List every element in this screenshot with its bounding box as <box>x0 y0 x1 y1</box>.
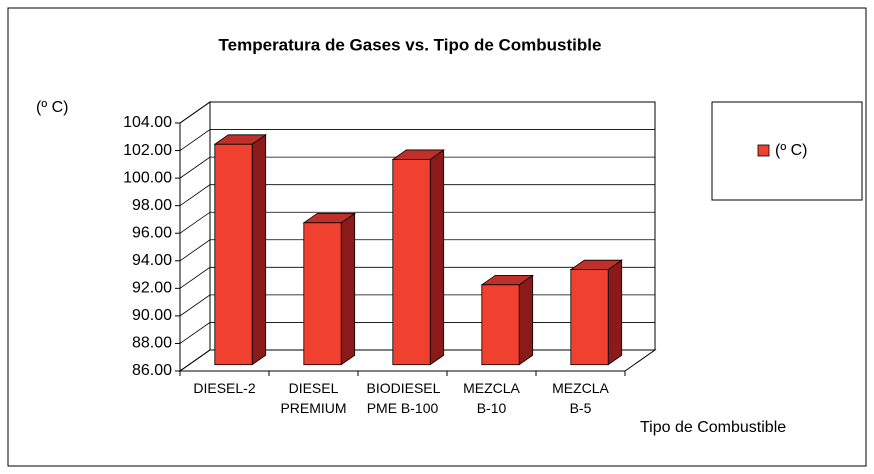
grid-line <box>179 101 655 124</box>
y-tick-label: 92.00 <box>132 280 172 297</box>
y-tick-label: 86.00 <box>132 362 172 379</box>
y-tick-label: 94.00 <box>132 252 172 269</box>
grid-line <box>179 266 655 289</box>
y-tick-label: 90.00 <box>132 307 172 324</box>
y-tick-label: 104.00 <box>123 114 172 131</box>
grid-line <box>179 184 655 206</box>
legend-label: (º C) <box>775 142 808 159</box>
x-tick-label: DIESEL PREMIUM <box>280 380 347 416</box>
bar-side <box>429 149 445 366</box>
x-tick-label: DIESEL-2 <box>193 380 256 396</box>
y-tick-label: 88.00 <box>132 335 172 352</box>
x-tick-label: MEZCLA B-5 <box>552 380 609 416</box>
y-tick-label: 96.00 <box>132 224 172 241</box>
side-wall <box>179 101 211 372</box>
bar-side <box>518 274 534 366</box>
y-tick-label: 100.00 <box>123 169 172 186</box>
grid-line <box>179 129 655 151</box>
grid-line <box>179 156 655 179</box>
grid-line <box>179 211 655 234</box>
bar <box>303 222 342 366</box>
bar <box>570 269 609 366</box>
bar <box>392 159 431 366</box>
legend-swatch <box>757 144 770 157</box>
bar <box>481 284 520 366</box>
x-tick-label: BIODIESEL PME B-100 <box>366 380 441 416</box>
legend-box <box>711 101 863 201</box>
y-axis-label: (º C) <box>36 99 69 116</box>
bar-side <box>340 212 356 366</box>
x-axis-label: Tipo de Combustible <box>640 419 786 436</box>
x-tick-label: MEZCLA B-10 <box>463 380 520 416</box>
bar-side <box>607 259 623 366</box>
y-tick-label: 98.00 <box>132 197 172 214</box>
chart-title: Temperatura de Gases vs. Tipo de Combust… <box>219 35 602 54</box>
bar-side <box>251 134 267 366</box>
bar <box>214 143 253 366</box>
grid-line <box>179 239 655 262</box>
y-tick-label: 102.00 <box>123 142 172 159</box>
